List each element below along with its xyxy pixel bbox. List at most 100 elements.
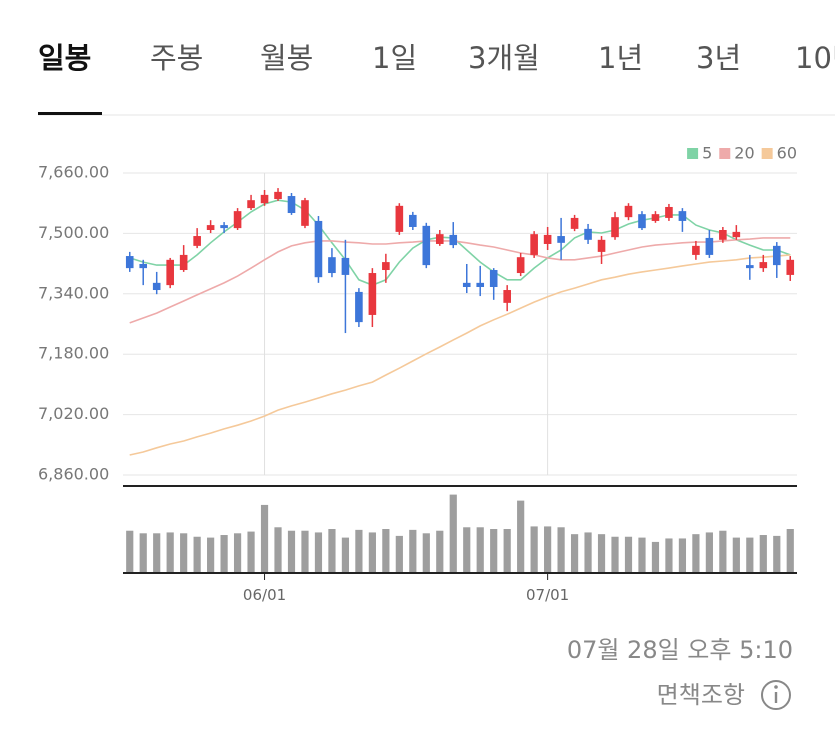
- candle-body: [678, 211, 687, 221]
- volume-bar: [773, 535, 781, 572]
- candle-body: [341, 257, 350, 275]
- candle-body: [382, 262, 390, 271]
- candle-body: [570, 217, 579, 229]
- volume-bar: [233, 533, 242, 572]
- volume-bar: [584, 532, 592, 572]
- candle-body: [543, 234, 552, 244]
- tab[interactable]: 일봉: [38, 41, 91, 75]
- volume-bar: [355, 529, 363, 572]
- candle-body: [247, 200, 255, 209]
- volume-bar: [193, 536, 201, 572]
- tab[interactable]: 3개월: [468, 41, 540, 75]
- disclaimer[interactable]: 면책조항: [657, 681, 745, 709]
- volume-bar: [247, 531, 255, 572]
- legend-swatch: [761, 148, 773, 159]
- volume-bar: [409, 529, 417, 572]
- candle-body: [746, 265, 754, 269]
- volume-bar: [314, 532, 323, 572]
- tab[interactable]: 1일: [372, 41, 417, 75]
- candle-body: [624, 205, 633, 218]
- volume-bar: [557, 527, 565, 572]
- volume-bar: [665, 538, 673, 572]
- timestamp: 07월 28일 오후 5:10: [567, 636, 793, 664]
- volume-bar: [638, 537, 646, 572]
- candle-body: [692, 245, 700, 255]
- volume-bar: [153, 533, 161, 572]
- candle-body: [489, 270, 498, 288]
- volume-bar: [759, 535, 767, 572]
- tab[interactable]: 1년: [598, 41, 643, 75]
- candle-body: [449, 234, 458, 246]
- candle-body: [274, 191, 282, 200]
- volume-bar: [422, 533, 430, 572]
- candle-body: [786, 259, 795, 275]
- tab[interactable]: 월봉: [260, 41, 313, 75]
- candle-body: [422, 225, 431, 266]
- legend-label: 60: [777, 144, 797, 163]
- volume-bar: [705, 532, 713, 572]
- candle-body: [435, 234, 444, 244]
- candle-body: [139, 263, 148, 269]
- candle-body: [409, 214, 417, 227]
- y-tick-label: 6,860.00: [38, 465, 109, 484]
- candle-body: [530, 234, 538, 255]
- candle-body: [584, 228, 592, 240]
- volume-bar: [139, 533, 147, 572]
- x-tick-label: 07/01: [526, 586, 569, 604]
- moving-average-line: [129, 254, 791, 456]
- candle-body: [314, 220, 323, 278]
- tab-underline: [38, 112, 102, 115]
- candle-body: [179, 254, 188, 271]
- candle-body: [328, 257, 336, 274]
- volume-bar: [287, 530, 296, 572]
- candle-body: [206, 225, 215, 231]
- volume-bar: [368, 532, 376, 572]
- volume-bar: [544, 526, 552, 572]
- candle-body: [355, 291, 363, 323]
- volume-bar: [530, 526, 538, 572]
- tab[interactable]: 10년: [795, 41, 835, 75]
- volume-bar: [678, 538, 687, 572]
- candle-body: [665, 206, 673, 218]
- info-icon[interactable]: [761, 680, 791, 710]
- candle-body: [732, 231, 741, 238]
- volume-bar: [570, 534, 579, 572]
- y-tick-label: 7,180.00: [38, 344, 109, 363]
- candle-body: [152, 282, 161, 291]
- candle-body: [557, 236, 565, 243]
- tab[interactable]: 주봉: [150, 41, 203, 75]
- volume-bar: [382, 529, 390, 572]
- candle-body: [260, 194, 269, 204]
- y-tick-label: 7,500.00: [38, 223, 109, 242]
- volume-bar: [692, 534, 700, 572]
- candle-body: [772, 245, 781, 266]
- legend-swatch: [687, 148, 699, 159]
- volume-bar: [517, 500, 525, 572]
- moving-average-line: [129, 237, 791, 324]
- volume-bar: [166, 532, 174, 572]
- volume-bar: [597, 534, 606, 572]
- candle-body: [368, 273, 377, 315]
- candle-body: [301, 200, 309, 226]
- volume-bar: [732, 537, 740, 572]
- y-tick-label: 7,340.00: [38, 283, 109, 302]
- legend-label: 20: [734, 144, 754, 163]
- volume-bar: [220, 535, 228, 572]
- volume-bar: [611, 536, 619, 572]
- volume-bar: [395, 535, 403, 572]
- volume-bar: [126, 530, 134, 572]
- volume-bar: [328, 529, 336, 572]
- candle-body: [166, 259, 174, 286]
- candle-body: [516, 257, 525, 274]
- volume-bar: [719, 530, 727, 572]
- volume-bar: [301, 530, 309, 572]
- candle-body: [125, 256, 134, 269]
- candle-body: [651, 214, 660, 221]
- tab[interactable]: 3년: [696, 41, 741, 75]
- volume-bar: [463, 527, 471, 572]
- volume-bar: [476, 527, 484, 572]
- volume-bar: [180, 533, 188, 572]
- candle-body: [638, 214, 646, 229]
- volume-bar: [274, 527, 282, 572]
- candle-body: [503, 290, 511, 303]
